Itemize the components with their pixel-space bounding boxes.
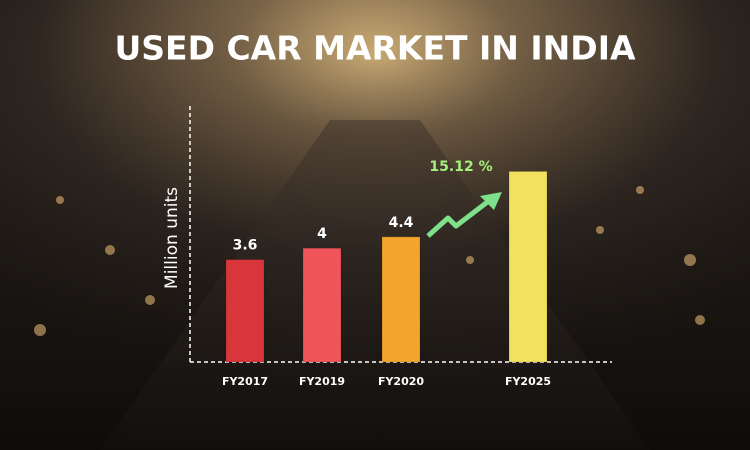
value-label: 3.6 bbox=[233, 238, 258, 254]
value-label: 4 bbox=[317, 226, 327, 242]
bar bbox=[225, 259, 265, 363]
city-lights bbox=[34, 186, 705, 336]
x-tick-label: FY2019 bbox=[299, 375, 345, 388]
bar bbox=[508, 170, 548, 363]
value-label: 4.4 bbox=[389, 215, 414, 231]
x-tick-label: FY2020 bbox=[378, 375, 424, 388]
growth-arrow-head bbox=[480, 192, 502, 210]
y-axis-label: Million units bbox=[162, 187, 182, 289]
growth-arrow bbox=[426, 198, 492, 238]
chart-title: USED CAR MARKET IN INDIA bbox=[114, 29, 635, 68]
x-tick-label: FY2025 bbox=[505, 375, 551, 388]
bar bbox=[381, 236, 421, 363]
annotation: 15.12 % bbox=[429, 159, 492, 175]
x-tick-label: FY2017 bbox=[222, 375, 268, 388]
bar bbox=[302, 247, 342, 363]
